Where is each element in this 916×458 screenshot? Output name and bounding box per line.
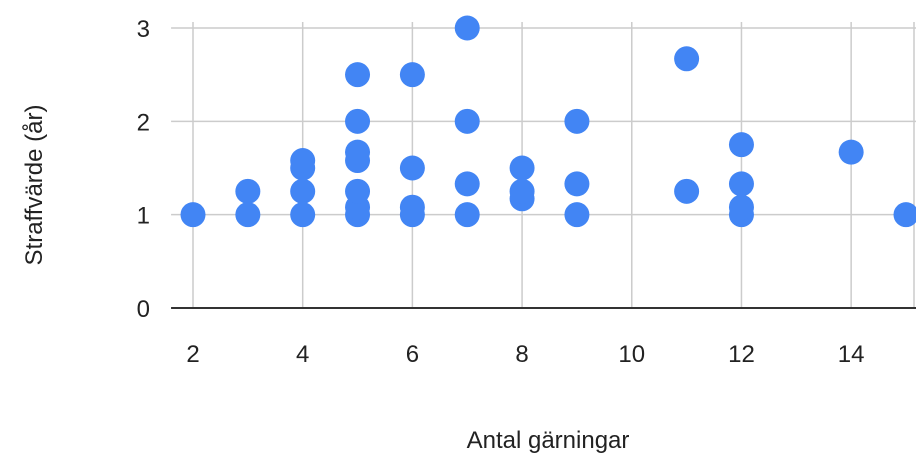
y-axis-title: Straffvärde (år) <box>21 105 48 266</box>
data-point <box>728 194 754 220</box>
x-tick-label: 2 <box>186 341 199 368</box>
x-tick-label: 10 <box>618 341 645 368</box>
data-points <box>180 15 916 228</box>
data-point <box>509 155 535 181</box>
data-point <box>399 155 425 181</box>
data-point <box>290 202 316 228</box>
data-point <box>838 139 864 165</box>
y-tick-label: 0 <box>137 296 150 323</box>
x-tick-label: 12 <box>728 341 755 368</box>
data-point <box>235 202 261 228</box>
x-tick-label: 8 <box>515 341 528 368</box>
data-point <box>454 202 480 228</box>
data-point <box>235 178 261 204</box>
data-point <box>345 178 371 204</box>
data-point <box>345 139 371 165</box>
data-point <box>345 108 371 134</box>
data-point <box>509 178 535 204</box>
y-tick-label: 3 <box>137 16 150 43</box>
data-point <box>893 202 916 228</box>
x-tick-label: 4 <box>296 341 309 368</box>
data-point <box>564 108 590 134</box>
data-point <box>454 108 480 134</box>
data-point <box>345 62 371 88</box>
data-point <box>454 171 480 197</box>
data-point <box>728 171 754 197</box>
data-point <box>674 178 700 204</box>
x-tick-label: 6 <box>406 341 419 368</box>
data-point <box>728 132 754 158</box>
gridlines <box>171 22 916 308</box>
data-point <box>180 202 206 228</box>
data-point <box>290 178 316 204</box>
y-tick-label: 2 <box>137 109 150 136</box>
data-point <box>290 148 316 174</box>
data-point <box>399 62 425 88</box>
data-point <box>674 46 700 72</box>
x-axis-title: Antal gärningar <box>467 427 630 454</box>
data-point <box>399 194 425 220</box>
data-point <box>454 15 480 41</box>
data-point <box>564 202 590 228</box>
x-tick-label: 14 <box>838 341 865 368</box>
data-point <box>564 171 590 197</box>
y-tick-label: 1 <box>137 203 150 230</box>
